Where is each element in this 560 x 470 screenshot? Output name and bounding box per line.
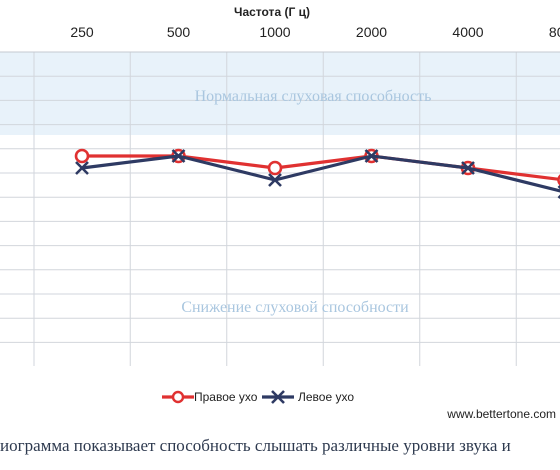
legend: Правое ухо Левое ухо	[162, 390, 354, 404]
x-tick-labels: 250 500 1000 2000 4000 8000	[70, 24, 560, 40]
x-tick-label: 250	[70, 24, 94, 40]
x-marker-stroke	[364, 149, 379, 163]
grid	[0, 51, 560, 366]
x-tick-label: 1000	[259, 24, 290, 40]
legend-label: Правое ухо	[194, 390, 258, 404]
loss-band-label: Снижение слуховой способности	[181, 299, 409, 316]
legend-label: Левое ухо	[298, 390, 354, 404]
legend-item: Правое ухо	[162, 390, 258, 404]
x-marker-stroke	[171, 149, 186, 163]
caption: иограмма показывает способность слышать …	[0, 436, 511, 455]
series-layer	[74, 148, 560, 199]
legend-item: Левое ухо	[262, 390, 354, 404]
x-marker-stroke	[268, 173, 282, 187]
x-tick-label: 2000	[356, 24, 387, 40]
series-line	[82, 154, 560, 182]
data-point	[75, 161, 89, 175]
normal-hearing-band	[0, 52, 560, 135]
x-marker-stroke	[75, 161, 89, 175]
x-tick-label: 4000	[452, 24, 483, 40]
data-point	[74, 148, 90, 164]
data-point	[268, 173, 282, 187]
legend-marker	[171, 390, 185, 404]
x-tick-label: 8000	[549, 24, 560, 40]
x-marker-stroke	[271, 390, 285, 404]
website-label: www.bettertone.com	[446, 407, 556, 421]
x-tick-label: 500	[167, 24, 191, 40]
x-axis-title: Частота (Г ц)	[234, 5, 310, 19]
data-point	[171, 149, 186, 163]
normal-band-label: Нормальная слуховая способность	[195, 88, 432, 105]
data-point	[364, 149, 379, 163]
series-left-ear	[75, 149, 560, 199]
x-marker-stroke	[461, 161, 475, 175]
audiogram-chart: Частота (Г ц) 250 500 1000 2000 4000 8000 Нор…	[0, 5, 560, 421]
data-point	[461, 161, 475, 175]
series-line	[81, 154, 560, 193]
legend-marker	[271, 390, 285, 404]
data-point	[267, 160, 283, 176]
